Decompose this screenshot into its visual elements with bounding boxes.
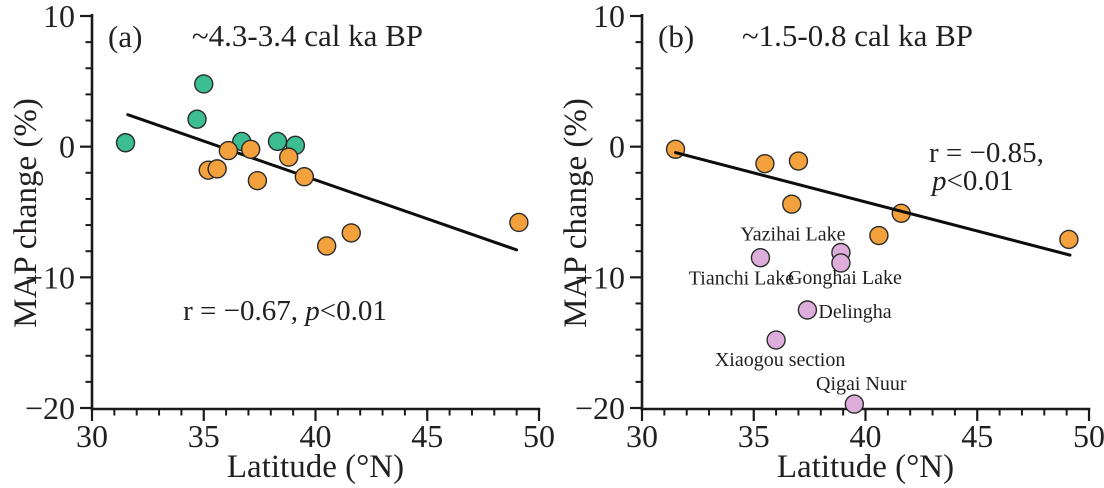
regression-line xyxy=(674,151,1072,257)
y-axis-label: MAP change (%) xyxy=(8,98,44,328)
x-axis-label: Latitude (°N) xyxy=(777,449,954,485)
data-point-orange-sites xyxy=(869,225,889,246)
y-tick-label: 10 xyxy=(593,0,625,34)
data-point-orange-sites xyxy=(218,140,239,161)
data-point-orange-sites xyxy=(207,159,227,179)
x-tick-label: 50 xyxy=(523,418,555,454)
data-point-orange-sites xyxy=(755,153,775,174)
site-label: Qigai Nuur xyxy=(816,373,907,395)
site-label: Delingha xyxy=(818,301,891,323)
x-tick-label: 50 xyxy=(1073,418,1104,454)
y-tick-label: 0 xyxy=(59,129,75,165)
site-label: Gonghai Lake xyxy=(788,267,902,289)
correlation-annotation: r = −0.67, p<0.01 xyxy=(183,295,387,327)
data-point-labeled xyxy=(766,330,786,350)
x-tick-label: 30 xyxy=(76,418,108,454)
panel-a: 30 35 40 45 50 10 0 −10 −20 Latitude (°N) MAP chan… xyxy=(8,0,555,485)
x-tick-label: 45 xyxy=(961,418,993,454)
x-tick-label: 45 xyxy=(411,418,443,454)
x-tick-label: 40 xyxy=(300,418,332,454)
data-point-orange-sites xyxy=(509,212,529,233)
y-axis-label: MAP change (%) xyxy=(558,98,594,328)
y-tick-label: −20 xyxy=(575,390,625,426)
panel-title: ~4.3-3.4 cal ka BP xyxy=(192,18,423,53)
correlation-annotation: p<0.01 xyxy=(930,165,1014,197)
x-tick-label: 30 xyxy=(626,418,658,454)
site-label: Yazihai Lake xyxy=(740,224,845,246)
panel-title: ~1.5-0.8 cal ka BP xyxy=(742,18,973,53)
data-point-green-sites xyxy=(187,109,207,129)
data-point-orange-sites xyxy=(294,167,315,187)
x-tick-label: 35 xyxy=(188,418,220,454)
x-tick-label: 40 xyxy=(850,418,882,454)
site-label: Xiaogou section xyxy=(715,349,846,371)
data-point-green-sites xyxy=(115,133,136,153)
data-point-green-sites xyxy=(267,131,288,152)
x-axis-label: Latitude (°N) xyxy=(227,449,404,485)
y-tick-label: 10 xyxy=(43,0,75,34)
data-point-orange-sites xyxy=(341,223,361,243)
data-point-orange-sites xyxy=(788,151,809,171)
y-tick-label: −10 xyxy=(575,259,625,295)
correlation-annotation: r = −0.85, xyxy=(929,137,1044,169)
y-tick-label: 0 xyxy=(609,129,625,165)
panel-b: 30 35 40 45 50 10 0 −10 −20 Latitude (°N) MAP chan… xyxy=(558,0,1104,485)
data-point-labeled xyxy=(831,253,851,273)
regression-line xyxy=(126,113,519,252)
data-point-orange-sites xyxy=(240,139,261,159)
data-point-labeled xyxy=(844,394,865,414)
data-point-labeled xyxy=(750,248,771,268)
data-point-labeled xyxy=(797,300,818,320)
data-point-orange-sites xyxy=(278,147,299,167)
y-tick-label: −20 xyxy=(25,390,75,426)
y-tick-label: −10 xyxy=(25,259,75,295)
data-point-orange-sites xyxy=(247,170,268,191)
data-point-orange-sites xyxy=(316,236,337,256)
data-point-green-sites xyxy=(194,74,214,94)
panel-letter: (a) xyxy=(108,19,142,54)
x-tick-label: 35 xyxy=(738,418,770,454)
data-point-orange-sites xyxy=(1059,229,1079,250)
data-point-orange-sites xyxy=(782,194,802,214)
site-label: Tianchi Lake xyxy=(689,268,794,290)
panel-letter: (b) xyxy=(658,19,694,54)
